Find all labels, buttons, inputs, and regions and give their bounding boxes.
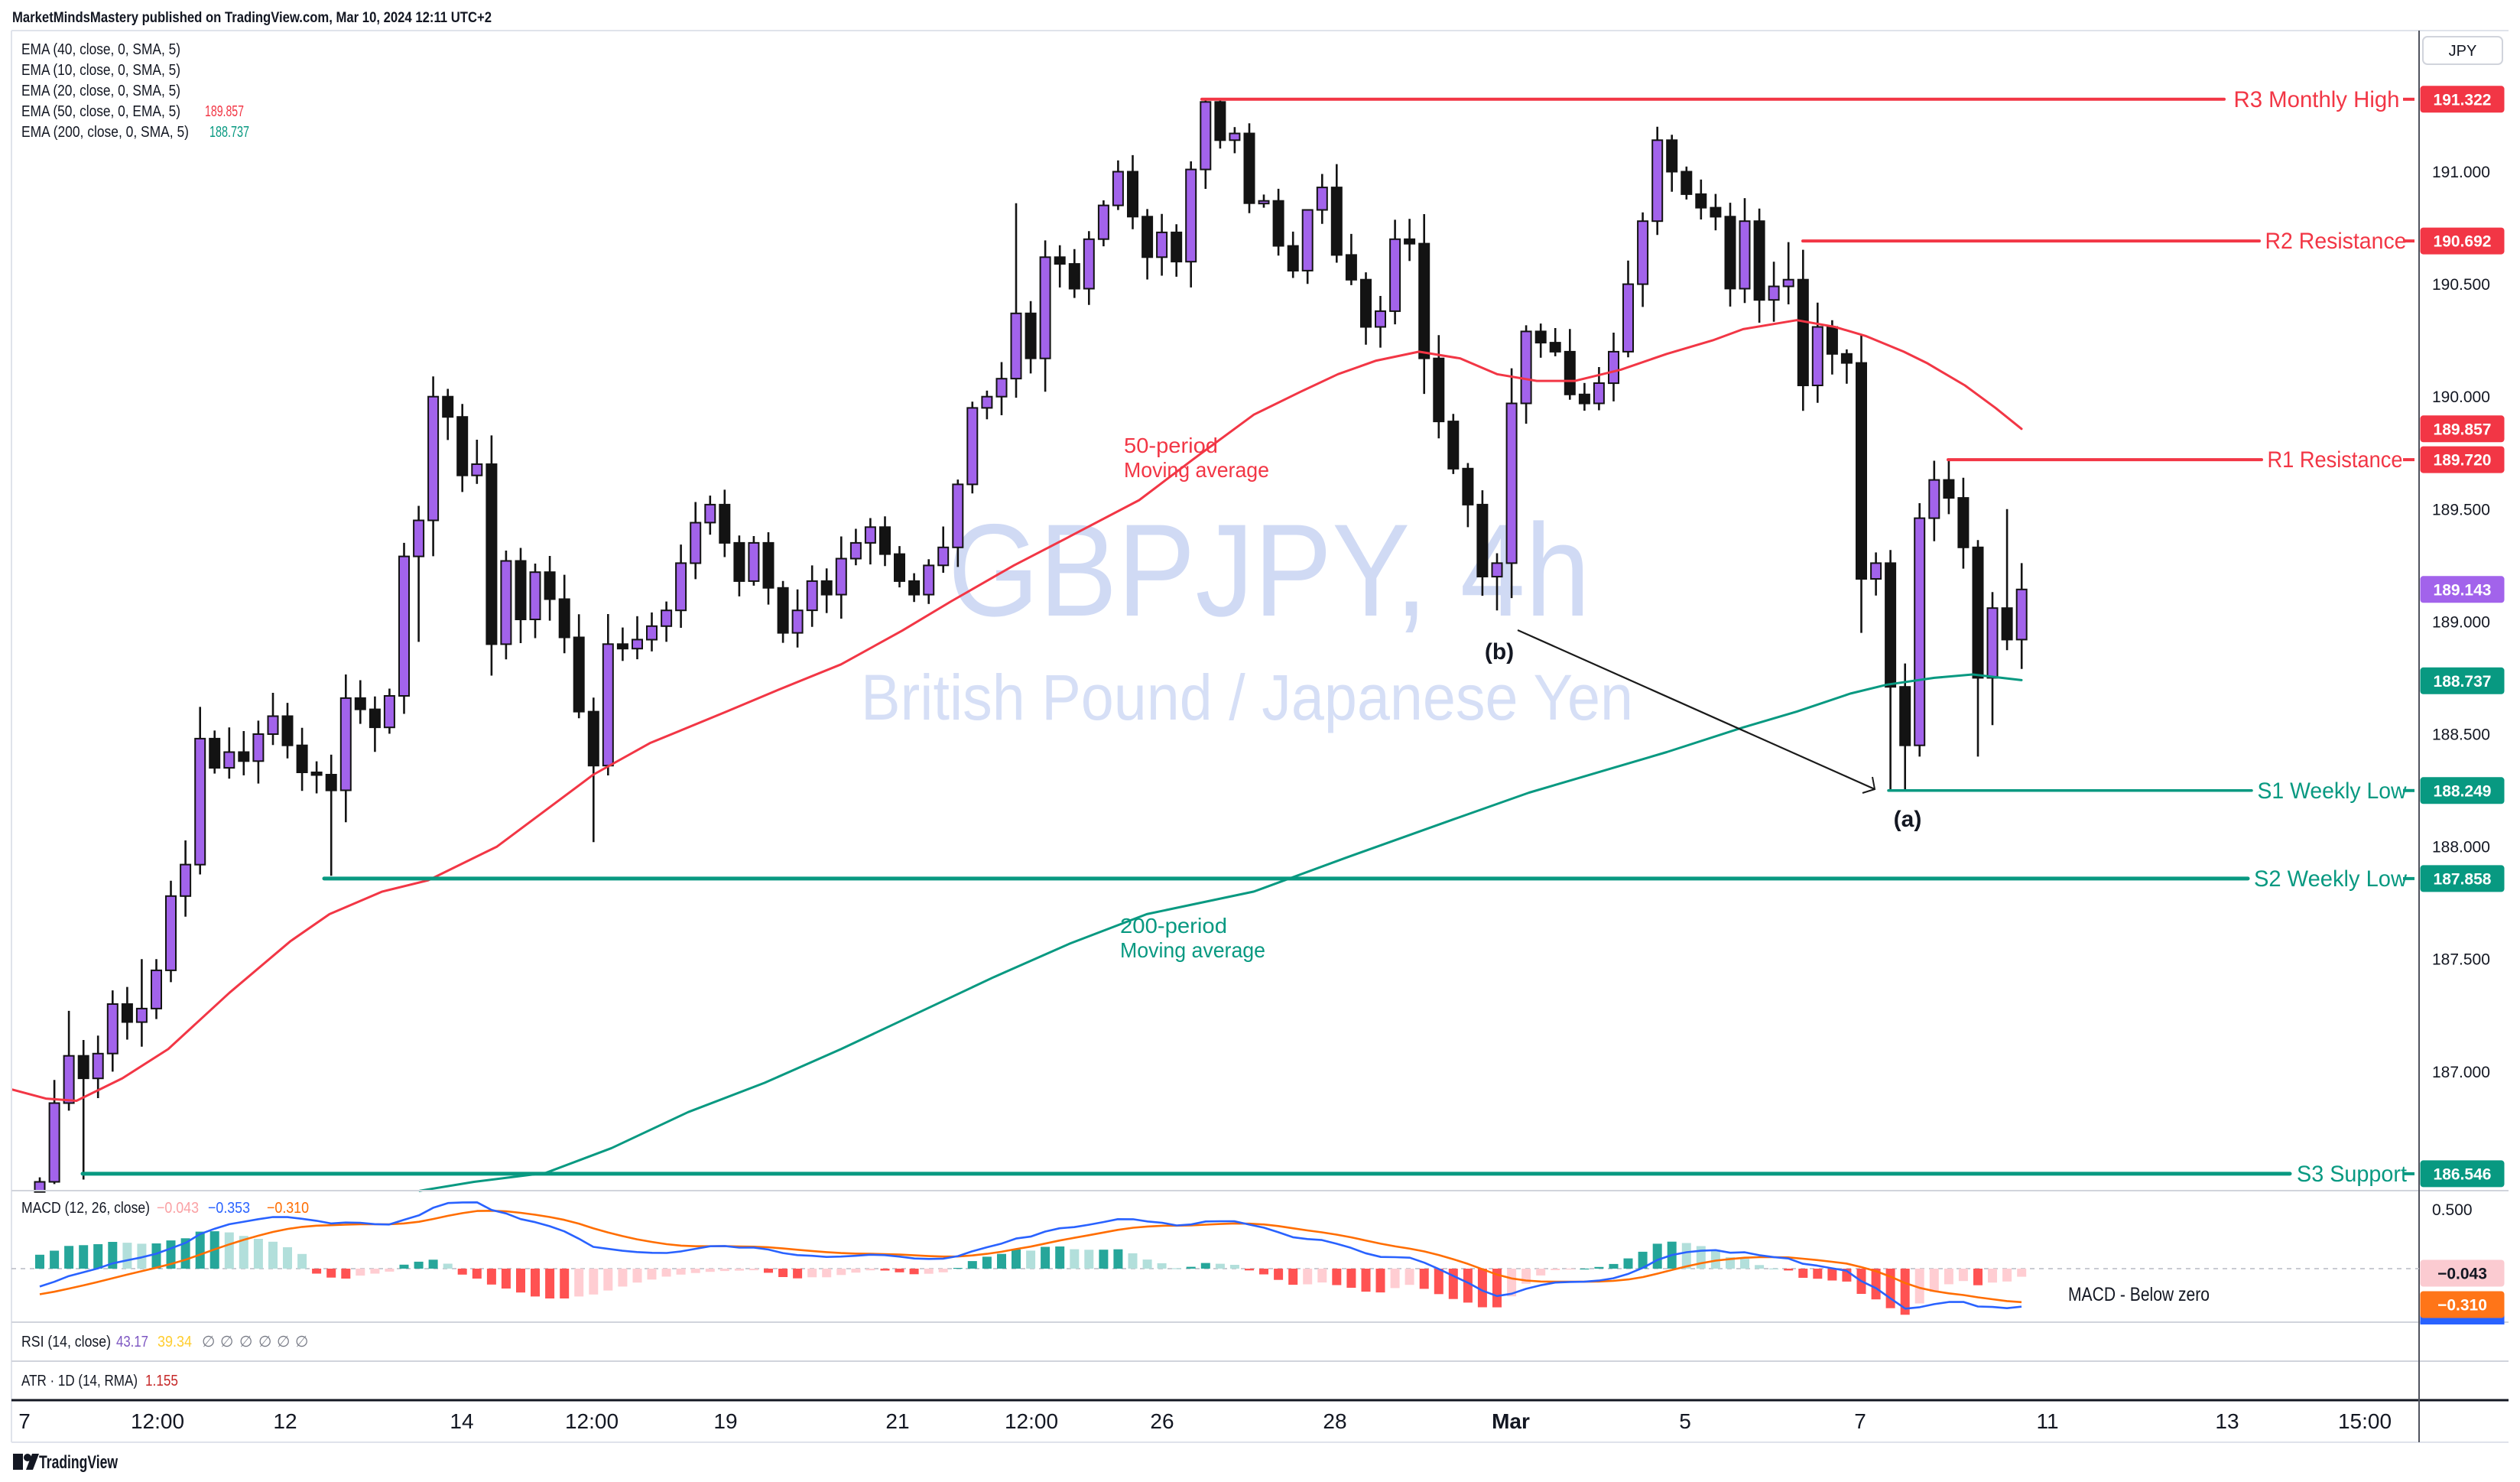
svg-text:EMA (200, close, 0, SMA, 5): EMA (200, close, 0, SMA, 5) [21,124,189,141]
svg-text:13: 13 [2215,1409,2239,1433]
svg-text:ATR · 1D (14, RMA): ATR · 1D (14, RMA) [21,1373,138,1389]
svg-text:7: 7 [18,1409,31,1433]
svg-text:190.692: 190.692 [2434,233,2492,251]
svg-text:190.500: 190.500 [2432,276,2490,294]
svg-text:186.546: 186.546 [2434,1165,2492,1183]
svg-text:−0.353: −0.353 [208,1200,250,1217]
svg-text:R3 Monthly High: R3 Monthly High [2234,87,2400,112]
svg-text:R1 Resistance: R1 Resistance [2268,447,2403,473]
svg-text:∅: ∅ [220,1334,233,1350]
svg-text:EMA (40, close, 0, SMA, 5): EMA (40, close, 0, SMA, 5) [21,41,180,58]
svg-text:0.500: 0.500 [2432,1201,2473,1219]
svg-text:Moving average: Moving average [1120,938,1265,962]
svg-text:MACD - Below zero: MACD - Below zero [2068,1284,2210,1305]
svg-text:189.143: 189.143 [2434,581,2492,599]
svg-text:189.857: 189.857 [205,103,244,120]
svg-text:MarketMindsMastery published o: MarketMindsMastery published on TradingV… [12,10,492,26]
svg-text:191.322: 191.322 [2434,91,2492,109]
svg-text:EMA (10, close, 0, SMA, 5): EMA (10, close, 0, SMA, 5) [21,62,180,79]
svg-text:189.000: 189.000 [2432,613,2490,631]
svg-text:EMA (20, close, 0, SMA, 5): EMA (20, close, 0, SMA, 5) [21,83,180,99]
svg-text:39.34: 39.34 [158,1334,192,1350]
svg-text:188.500: 188.500 [2432,726,2490,744]
svg-text:∅: ∅ [258,1334,271,1350]
svg-text:187.500: 187.500 [2432,951,2490,969]
svg-text:Mar: Mar [1492,1409,1530,1433]
svg-text:TradingView: TradingView [39,1452,118,1473]
svg-text:S3 Support: S3 Support [2297,1162,2408,1187]
svg-text:RSI (14, close): RSI (14, close) [21,1334,111,1350]
svg-text:200-period: 200-period [1120,914,1227,938]
svg-text:−0.310: −0.310 [2437,1297,2487,1315]
svg-text:12: 12 [273,1409,297,1433]
svg-text:28: 28 [1323,1409,1346,1433]
svg-text:(a): (a) [1894,807,1922,832]
svg-text:188.000: 188.000 [2432,839,2490,856]
svg-text:−0.310: −0.310 [267,1200,309,1217]
svg-text:(b): (b) [1485,639,1514,665]
svg-text:188.249: 188.249 [2434,782,2492,800]
svg-text:S2 Weekly Low: S2 Weekly Low [2254,866,2407,892]
svg-text:Moving average: Moving average [1124,458,1269,482]
svg-text:EMA (50, close, 0, EMA, 5): EMA (50, close, 0, EMA, 5) [21,103,180,120]
svg-text:188.737: 188.737 [209,124,249,141]
svg-text:12:00: 12:00 [1005,1409,1058,1433]
svg-text:43.17: 43.17 [116,1334,148,1350]
svg-text:21: 21 [885,1409,909,1433]
svg-text:MACD (12, 26, close): MACD (12, 26, close) [21,1200,150,1217]
svg-text:12:00: 12:00 [565,1409,619,1433]
svg-text:∅: ∅ [202,1334,215,1350]
svg-text:7: 7 [1854,1409,1866,1433]
svg-text:∅: ∅ [239,1334,252,1350]
svg-text:5: 5 [1679,1409,1691,1433]
svg-text:∅: ∅ [277,1334,290,1350]
svg-text:189.500: 189.500 [2432,501,2490,518]
svg-text:189.857: 189.857 [2434,421,2492,438]
svg-text:S1 Weekly Low: S1 Weekly Low [2258,778,2407,804]
svg-text:1.155: 1.155 [145,1373,178,1389]
svg-text:British Pound / Japanese Yen: British Pound / Japanese Yen [861,661,1633,733]
svg-text:14: 14 [450,1409,473,1433]
svg-text:188.737: 188.737 [2434,673,2492,691]
svg-text:187.000: 187.000 [2432,1064,2490,1081]
svg-text:11: 11 [2036,1409,2058,1433]
svg-text:19: 19 [713,1409,737,1433]
svg-text:−0.043: −0.043 [157,1200,199,1217]
svg-text:191.000: 191.000 [2432,164,2490,181]
svg-text:190.000: 190.000 [2432,388,2490,406]
svg-text:−0.043: −0.043 [2437,1266,2487,1283]
svg-text:∅: ∅ [295,1334,308,1350]
svg-text:R2 Resistance: R2 Resistance [2265,229,2407,254]
svg-text:26: 26 [1150,1409,1174,1433]
svg-text:JPY: JPY [2449,43,2477,60]
svg-text:189.720: 189.720 [2434,452,2492,470]
svg-text:15:00: 15:00 [2338,1409,2392,1433]
svg-text:187.858: 187.858 [2434,870,2492,888]
svg-text:12:00: 12:00 [131,1409,184,1433]
svg-text:50-period: 50-period [1124,434,1218,457]
